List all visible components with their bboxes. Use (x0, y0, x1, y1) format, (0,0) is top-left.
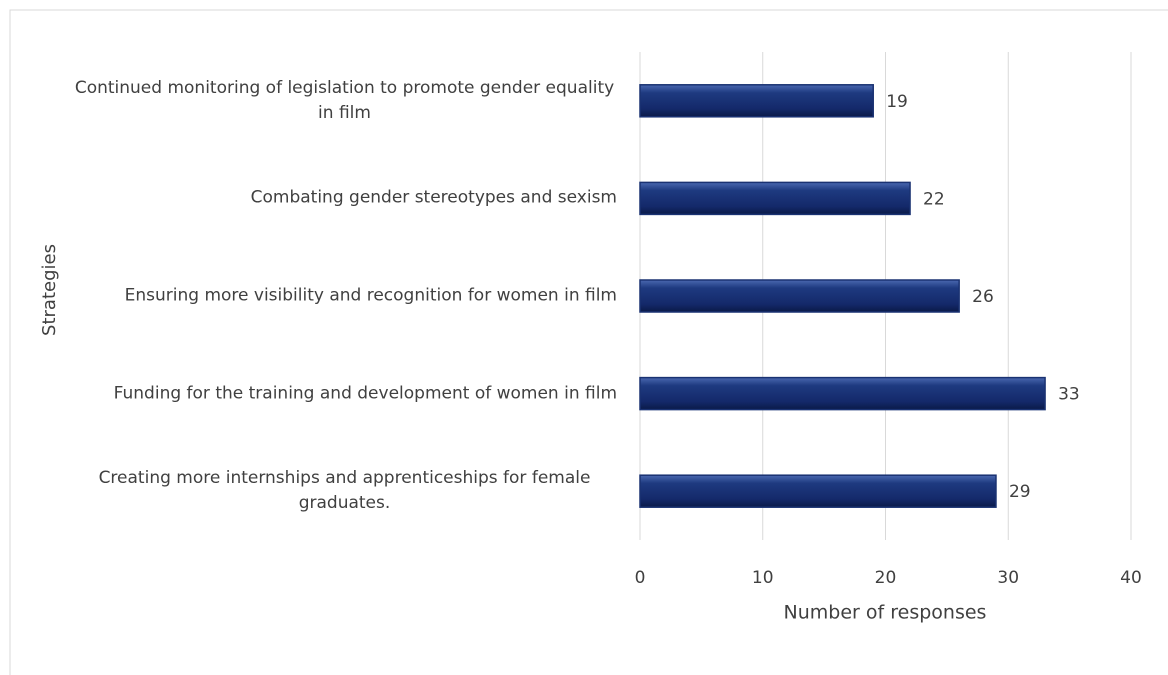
y-tick-label: Creating more internships and apprentice… (98, 468, 591, 514)
category-label-box: Ensuring more visibility and recognition… (57, 284, 617, 309)
x-tick-label: 10 (752, 568, 774, 588)
category-label-box: Continued monitoring of legislation to p… (57, 76, 617, 126)
x-axis-label: Number of responses (784, 602, 987, 624)
bar (639, 279, 960, 313)
x-tick-label: 30 (997, 568, 1019, 588)
data-label: 19 (886, 92, 908, 112)
data-label: 22 (923, 189, 945, 209)
y-tick-label: Combating gender stereotypes and sexism (250, 187, 617, 208)
data-label: 29 (1009, 482, 1031, 502)
bar (639, 181, 911, 216)
y-tick-label: Funding for the training and development… (113, 383, 617, 404)
category-label-box: Creating more internships and apprentice… (57, 466, 617, 516)
y-axis-label: Strategies (39, 244, 60, 336)
x-tick-label: 0 (635, 568, 646, 588)
data-label: 33 (1058, 385, 1080, 405)
category-label-box: Funding for the training and development… (57, 381, 617, 406)
bar (639, 376, 1046, 411)
x-tick-label: 40 (1120, 568, 1142, 588)
x-tick-label: 20 (875, 568, 897, 588)
data-label: 26 (972, 287, 994, 307)
chart-border (9, 9, 1168, 675)
y-tick-label: Continued monitoring of legislation to p… (74, 77, 615, 123)
bar (639, 84, 874, 118)
y-tick-label: Ensuring more visibility and recognition… (124, 285, 617, 306)
bar (639, 474, 997, 508)
category-label-box: Combating gender stereotypes and sexism (57, 186, 617, 211)
